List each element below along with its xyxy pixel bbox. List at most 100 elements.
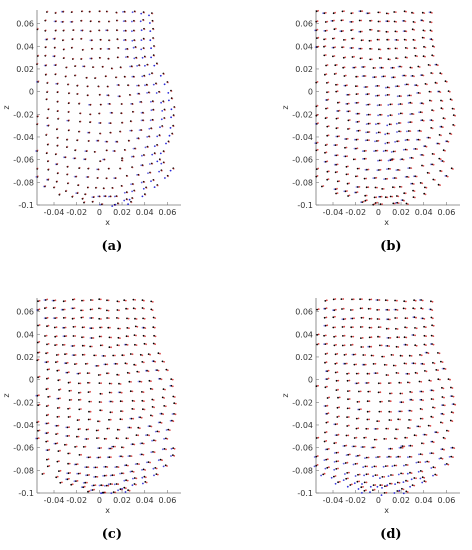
data-point bbox=[148, 91, 151, 94]
data-point bbox=[152, 20, 154, 23]
data-point bbox=[89, 418, 92, 421]
data-point bbox=[140, 119, 143, 122]
data-point bbox=[408, 94, 411, 97]
data-point bbox=[364, 363, 367, 366]
data-point bbox=[143, 11, 146, 14]
data-point bbox=[374, 85, 377, 87]
data-point bbox=[119, 391, 121, 394]
data-point bbox=[363, 446, 366, 448]
data-point bbox=[424, 145, 426, 148]
data-point bbox=[44, 422, 47, 425]
data-point bbox=[368, 317, 371, 320]
data-point bbox=[447, 430, 450, 432]
data-point bbox=[388, 123, 391, 126]
data-point bbox=[140, 111, 143, 114]
data-point bbox=[327, 448, 330, 450]
data-point bbox=[96, 456, 99, 459]
data-point bbox=[88, 103, 90, 106]
data-point bbox=[374, 186, 377, 189]
data-point bbox=[317, 436, 320, 439]
data-point bbox=[377, 391, 380, 394]
data-point bbox=[134, 343, 136, 346]
data-point bbox=[389, 382, 392, 384]
y-tick-label: 0.02 bbox=[295, 353, 313, 362]
data-point bbox=[441, 404, 443, 406]
data-point bbox=[170, 116, 173, 119]
data-point bbox=[112, 445, 115, 448]
data-point bbox=[349, 21, 351, 23]
data-point bbox=[357, 382, 360, 384]
data-point bbox=[402, 307, 405, 310]
data-point bbox=[385, 491, 388, 494]
data-point bbox=[407, 427, 409, 429]
data-point bbox=[402, 488, 405, 491]
data-point bbox=[419, 398, 421, 401]
data-point bbox=[82, 482, 85, 484]
data-point bbox=[94, 77, 97, 79]
data-point bbox=[89, 57, 91, 60]
data-point bbox=[111, 474, 114, 477]
data-point bbox=[406, 47, 409, 50]
data-point bbox=[377, 114, 379, 117]
data-point bbox=[127, 56, 129, 58]
data-point bbox=[387, 374, 390, 376]
data-point bbox=[385, 318, 388, 321]
data-point bbox=[103, 437, 106, 440]
data-point bbox=[378, 57, 381, 59]
data-point bbox=[125, 479, 127, 482]
data-point bbox=[355, 121, 358, 123]
data-point bbox=[161, 125, 164, 128]
data-point bbox=[90, 299, 92, 301]
data-point bbox=[106, 299, 108, 302]
data-point bbox=[395, 57, 397, 59]
data-point bbox=[66, 478, 69, 481]
data-point bbox=[402, 492, 405, 495]
data-point bbox=[35, 394, 38, 397]
data-point bbox=[46, 124, 49, 127]
data-point bbox=[108, 382, 111, 385]
data-point bbox=[117, 38, 119, 41]
data-point bbox=[71, 195, 74, 198]
data-point bbox=[145, 434, 147, 437]
data-point bbox=[66, 138, 69, 141]
data-point bbox=[347, 102, 350, 105]
data-point bbox=[78, 102, 81, 105]
data-point bbox=[441, 386, 443, 389]
data-point bbox=[110, 492, 113, 495]
data-point bbox=[98, 112, 101, 115]
data-point bbox=[380, 104, 382, 106]
data-point bbox=[125, 30, 127, 32]
data-point bbox=[401, 20, 404, 22]
data-point bbox=[132, 147, 135, 150]
data-point bbox=[355, 436, 358, 439]
data-point bbox=[71, 46, 74, 49]
data-point bbox=[397, 195, 400, 198]
data-point bbox=[90, 337, 93, 339]
data-point bbox=[66, 145, 69, 148]
data-point bbox=[414, 54, 417, 57]
data-point bbox=[36, 309, 38, 311]
data-point bbox=[346, 372, 348, 375]
data-point bbox=[324, 300, 327, 302]
data-point bbox=[108, 391, 111, 394]
data-point bbox=[441, 100, 444, 102]
data-point bbox=[100, 382, 102, 385]
data-point bbox=[335, 83, 337, 86]
data-point bbox=[378, 38, 380, 41]
x-axis-label: x bbox=[384, 218, 389, 227]
data-point bbox=[379, 48, 382, 51]
data-point bbox=[140, 101, 143, 104]
data-point bbox=[428, 308, 431, 311]
data-point bbox=[315, 142, 318, 145]
data-point bbox=[380, 410, 382, 413]
data-point bbox=[101, 203, 104, 205]
data-point bbox=[84, 445, 87, 448]
data-point bbox=[389, 337, 392, 339]
data-point bbox=[367, 122, 370, 125]
y-tick-label: -0.04 bbox=[13, 133, 34, 142]
data-point bbox=[365, 149, 367, 152]
data-point bbox=[406, 138, 409, 141]
data-point bbox=[116, 344, 119, 346]
data-point bbox=[450, 386, 452, 389]
data-point bbox=[326, 404, 329, 407]
